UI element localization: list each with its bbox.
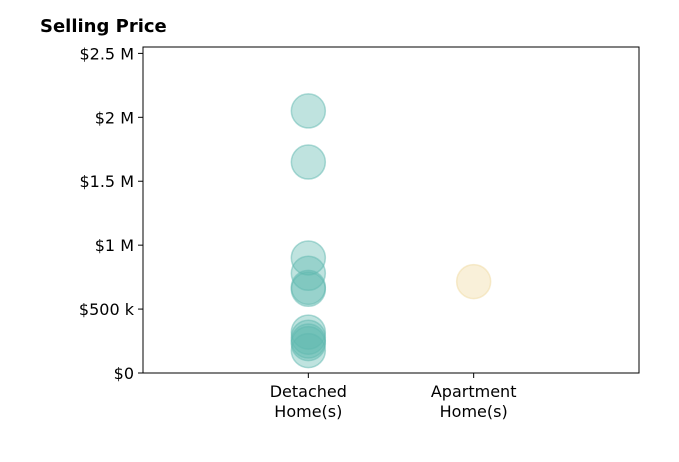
y-tick-label: $500 k xyxy=(79,300,135,319)
y-tick-label: $0 xyxy=(114,364,134,383)
data-point xyxy=(290,240,327,276)
y-tick-label: $2 M xyxy=(95,108,134,127)
y-tick-label: $2.5 M xyxy=(79,44,134,63)
data-point xyxy=(290,144,327,180)
data-point xyxy=(290,332,327,369)
x-tick-label: Home(s) xyxy=(274,402,342,421)
chart-title: Selling Price xyxy=(40,16,167,37)
data-point xyxy=(290,93,327,129)
data-point xyxy=(290,314,327,350)
y-tick-label: $1.5 M xyxy=(79,172,134,191)
data-point xyxy=(290,255,327,292)
x-tick-label: Home(s) xyxy=(440,402,508,421)
plot-frame xyxy=(142,46,640,374)
x-tick-label: Apartment xyxy=(431,382,517,401)
x-tick-label: Detached xyxy=(270,382,347,401)
data-point xyxy=(455,263,492,300)
y-tick-label: $1 M xyxy=(95,236,134,255)
data-point xyxy=(290,271,327,308)
